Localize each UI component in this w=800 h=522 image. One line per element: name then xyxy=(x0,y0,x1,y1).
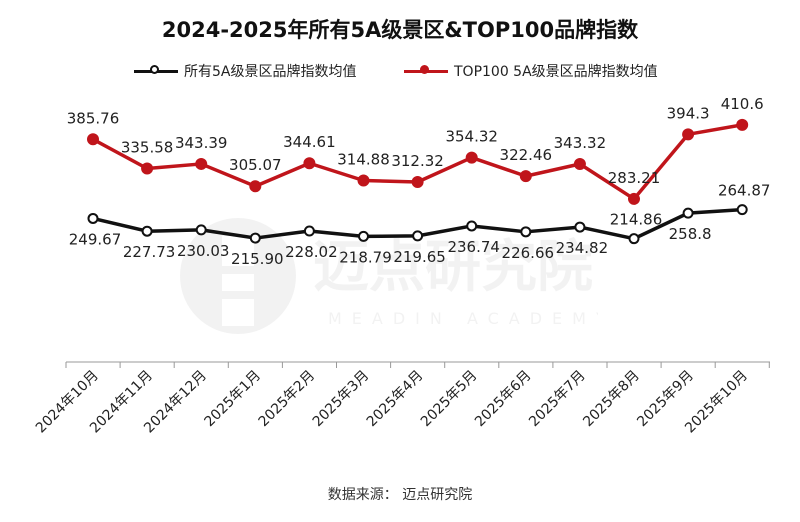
data-point xyxy=(628,233,640,245)
data-label: 385.76 xyxy=(67,109,120,127)
legend: 所有5A级景区品牌指数均值 TOP100 5A级景区品牌指数均值 xyxy=(0,60,800,82)
data-point xyxy=(520,226,532,238)
data-point xyxy=(682,207,694,219)
data-label: 335.58 xyxy=(121,138,174,156)
data-label: 343.32 xyxy=(554,134,607,152)
data-point xyxy=(358,230,369,242)
data-label: 344.61 xyxy=(283,133,336,151)
line-chart: 2024年10月2024年11月2024年12月2025年1月2025年2月20… xyxy=(33,95,771,437)
data-point xyxy=(141,162,154,175)
x-tick-label: 2025年7月 xyxy=(526,368,589,431)
data-point xyxy=(87,212,99,224)
data-point xyxy=(195,224,207,236)
data-label: 226.66 xyxy=(502,244,555,262)
data-point xyxy=(466,220,478,232)
data-label: 230.03 xyxy=(177,242,230,260)
data-point xyxy=(357,174,370,187)
data-label: 258.8 xyxy=(669,225,712,243)
data-label: 322.46 xyxy=(500,146,553,164)
data-point xyxy=(249,180,262,193)
data-point xyxy=(195,157,208,170)
data-label: 214.86 xyxy=(610,211,663,229)
data-point xyxy=(736,204,748,216)
data-label: 354.32 xyxy=(445,128,498,146)
data-label: 264.87 xyxy=(718,182,771,200)
data-label: 234.82 xyxy=(556,239,609,257)
data-point xyxy=(736,118,749,131)
data-label: 283.21 xyxy=(608,169,661,187)
data-point xyxy=(141,225,153,237)
data-label: 218.79 xyxy=(339,248,392,266)
data-label: 410.6 xyxy=(721,95,764,113)
data-label: 219.65 xyxy=(393,248,446,266)
data-label: 312.32 xyxy=(391,152,444,170)
x-tick-label: 2025年2月 xyxy=(256,368,319,431)
data-label: 249.67 xyxy=(69,230,122,248)
data-label: 236.74 xyxy=(447,238,500,256)
source-note: 数据来源： 迈点研究院 xyxy=(327,487,473,503)
legend-item-top100: TOP100 5A级景区品牌指数均值 xyxy=(404,60,658,82)
legend-item-all-5a: 所有5A级景区品牌指数均值 xyxy=(134,60,356,82)
data-point xyxy=(465,151,478,164)
data-point xyxy=(628,192,640,205)
data-label: 227.73 xyxy=(123,243,176,261)
data-label: 305.07 xyxy=(229,156,282,174)
data-point xyxy=(411,176,424,189)
legend-swatch-top100 xyxy=(404,64,448,74)
data-point xyxy=(303,157,316,170)
x-tick-label: 2025年6月 xyxy=(472,368,535,431)
data-point xyxy=(303,225,315,237)
legend-label-top100: TOP100 5A级景区品牌指数均值 xyxy=(454,64,658,80)
x-tick-label: 2025年5月 xyxy=(418,368,481,431)
x-tick-label: 2025年8月 xyxy=(580,368,643,431)
chart-title: 2024-2025年所有5A级景区&TOP100品牌指数 xyxy=(161,18,639,42)
x-tick-label: 2025年1月 xyxy=(202,368,265,431)
data-label: 215.90 xyxy=(231,250,284,268)
data-label: 394.3 xyxy=(667,104,710,122)
data-point xyxy=(574,221,586,233)
data-point xyxy=(573,157,586,170)
data-point xyxy=(87,133,99,146)
x-tick-label: 2025年4月 xyxy=(364,368,427,431)
data-label: 343.39 xyxy=(175,134,228,152)
x-tick-label: 2025年3月 xyxy=(310,368,373,431)
data-point xyxy=(249,232,261,244)
data-label: 314.88 xyxy=(337,151,390,169)
data-point xyxy=(519,170,532,183)
data-point xyxy=(412,230,424,242)
data-label: 228.02 xyxy=(285,243,338,261)
legend-swatch-all-5a xyxy=(134,64,178,74)
data-point xyxy=(682,128,695,141)
legend-label-all-5a: 所有5A级景区品牌指数均值 xyxy=(184,64,357,80)
